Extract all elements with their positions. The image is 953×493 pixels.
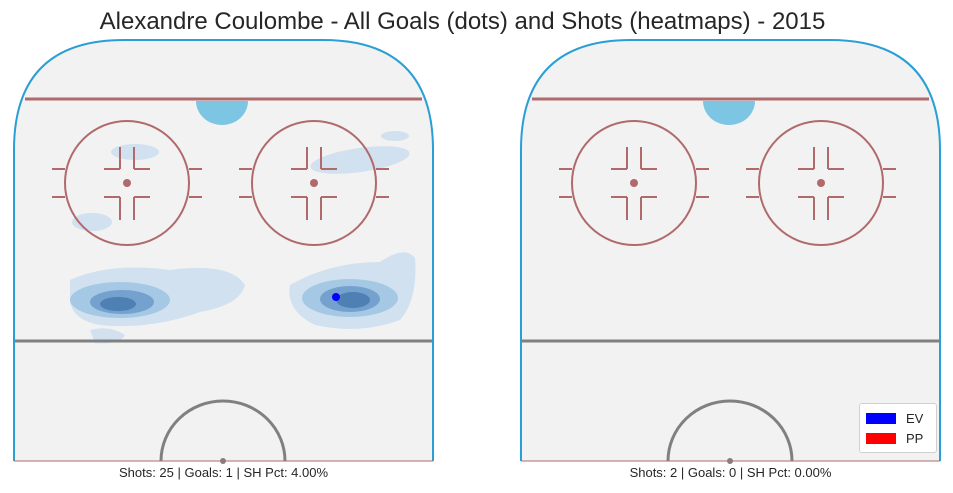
center-ice-circle: [159, 399, 287, 462]
faceoff-dot-right: [817, 179, 825, 187]
panel-caption-pp: Shots: 2 | Goals: 0 | SH Pct: 0.00%: [629, 465, 832, 480]
goal-crease: [703, 101, 755, 125]
faceoff-circle-left: [559, 120, 709, 246]
faceoff-dot-left: [630, 179, 638, 187]
chart-title: Alexandre Coulombe - All Goals (dots) an…: [99, 8, 826, 35]
faceoff-dot-right: [310, 179, 318, 187]
heat-contour: [310, 146, 410, 174]
heat-contour: [381, 131, 409, 141]
legend-item-ev: EV: [866, 408, 930, 428]
faceoff-circle-left: [52, 120, 202, 246]
faceoff-circle-right: [746, 120, 896, 246]
heat-contour: [100, 297, 136, 311]
legend-label-ev: EV: [906, 410, 924, 426]
panel-caption-ev: Shots: 25 | Goals: 1 | SH Pct: 4.00%: [118, 465, 329, 480]
legend-item-pp: PP: [866, 428, 930, 448]
center-ice-circle: [666, 399, 794, 462]
faceoff-dot-left: [123, 179, 131, 187]
faceoff-circle-right: [239, 120, 389, 246]
boards: [520, 39, 941, 461]
rink-panel-ev: [13, 39, 434, 464]
legend-swatch-pp: [866, 432, 896, 444]
shot-heatmap: [70, 131, 416, 344]
goal-dot-ev: [332, 293, 340, 301]
rink-surface: [14, 40, 433, 461]
legend-swatch-ev: [866, 412, 896, 424]
legend: EV PP: [859, 403, 937, 453]
heat-contour: [336, 292, 370, 308]
rink-panel-pp: [520, 39, 941, 464]
goal-crease: [196, 101, 248, 125]
boards: [13, 39, 434, 461]
rink-surface: [521, 40, 940, 461]
legend-label-pp: PP: [906, 430, 924, 446]
